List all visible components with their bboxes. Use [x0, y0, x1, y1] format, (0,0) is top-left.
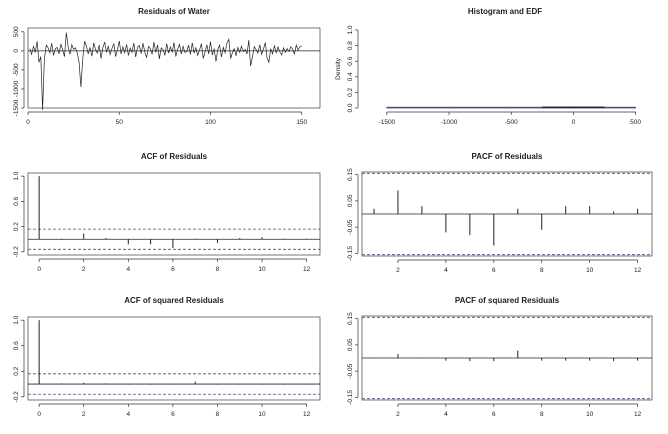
y-axis-label: Density	[335, 57, 342, 79]
y-tick-label: 0.8	[347, 41, 354, 50]
y-tick-label: -0.15	[347, 390, 354, 405]
x-tick-label: 10	[586, 267, 594, 274]
x-tick-label: -500	[505, 119, 518, 126]
x-tick-label: 6	[492, 267, 496, 274]
x-tick-label: 0	[572, 119, 576, 126]
x-tick-label: 2	[82, 411, 86, 418]
x-tick-label: 4	[126, 266, 130, 273]
x-tick-label: 0	[37, 411, 41, 418]
x-tick-label: 6	[171, 266, 175, 273]
plot-frame	[27, 316, 321, 401]
y-tick-label: -0.15	[347, 246, 354, 261]
x-tick-label: 4	[444, 267, 448, 274]
x-tick-label: 0	[26, 119, 30, 126]
residual-series-line	[29, 32, 302, 110]
histogram-bar	[448, 106, 512, 109]
y-tick-label: 0.15	[347, 312, 354, 325]
plot-frame	[27, 27, 321, 109]
x-tick-label: 10	[258, 411, 266, 418]
x-tick-label: 50	[116, 119, 124, 126]
x-tick-label: 150	[296, 119, 307, 126]
y-tick-label: 0.4	[347, 72, 354, 81]
y-tick-label: 0.6	[347, 56, 354, 65]
histogram-bar	[510, 106, 543, 109]
x-tick-label: -1000	[441, 119, 458, 126]
x-tick-label: 12	[303, 411, 311, 418]
y-tick-label: 0.6	[13, 196, 20, 205]
y-tick-label: 0.05	[347, 338, 354, 351]
panel-title: Residuals of Water	[138, 7, 210, 16]
panel-histogram: Histogram and EDF 0.0 0.2 0.4 0.6 0.8 1.0 -1500…	[335, 7, 641, 126]
x-tick-label: 100	[205, 119, 216, 126]
panel-title: Histogram and EDF	[468, 7, 542, 16]
panel-pacf: PACF of Residuals -0.15 -0.05 0.05 0.15 2 4 6 8 1…	[347, 152, 653, 274]
y-tick-label: 1.0	[13, 315, 20, 324]
panel-title: ACF of squared Residuals	[124, 296, 224, 305]
panel-title: PACF of Residuals	[472, 152, 544, 161]
x-tick-label: 2	[396, 267, 400, 274]
y-tick-label: 1.0	[347, 25, 354, 34]
x-tick-label: 6	[492, 411, 496, 418]
y-tick-label: 0.05	[347, 194, 354, 207]
x-tick-label: 8	[540, 411, 544, 418]
y-tick-label: -1000	[13, 80, 20, 97]
panel-acf_sq: ACF of squared Residuals -0.2 0.2 0.6 1.0 0 2 4…	[13, 296, 321, 418]
panel-residuals: Residuals of Water -1500 -1000 -500 0 500 0 50 1…	[13, 7, 321, 126]
y-tick-label: -0.05	[347, 363, 354, 378]
panel-pacf_sq: PACF of squared Residuals -0.15 -0.05 0.05 0…	[347, 296, 653, 418]
x-tick-label: 10	[586, 411, 594, 418]
histogram-bar	[386, 106, 450, 109]
x-tick-label: 8	[216, 266, 220, 273]
y-tick-label: -0.05	[347, 219, 354, 234]
y-tick-label: 0.0	[347, 103, 354, 112]
panel-title: PACF of squared Residuals	[455, 296, 560, 305]
x-tick-label: 2	[396, 411, 400, 418]
y-tick-label: 0	[13, 49, 20, 53]
x-tick-label: 500	[630, 119, 641, 126]
y-tick-label: -0.2	[13, 246, 20, 258]
panel-title: ACF of Residuals	[141, 152, 208, 161]
plot-frame	[27, 172, 321, 256]
y-tick-label: -500	[13, 63, 20, 76]
y-tick-label: 0.2	[347, 88, 354, 97]
x-tick-label: 0	[37, 266, 41, 273]
x-tick-label: 8	[216, 411, 220, 418]
x-tick-label: 10	[258, 266, 266, 273]
y-tick-label: 500	[13, 26, 20, 37]
y-tick-label: 0.15	[347, 168, 354, 181]
y-tick-label: 0.6	[13, 341, 20, 350]
y-tick-label: 0.2	[13, 222, 20, 231]
y-tick-label: -0.2	[13, 391, 20, 403]
histogram-bar	[604, 106, 636, 109]
x-tick-label: -1500	[379, 119, 396, 126]
x-tick-label: 2	[82, 266, 86, 273]
y-tick-label: 0.2	[13, 366, 20, 375]
x-tick-label: 12	[303, 266, 311, 273]
x-tick-label: 12	[634, 267, 642, 274]
y-tick-label: 1.0	[13, 171, 20, 180]
y-tick-label: -1500	[13, 99, 20, 116]
x-tick-label: 4	[444, 411, 448, 418]
x-tick-label: 8	[540, 267, 544, 274]
x-tick-label: 4	[126, 411, 130, 418]
x-tick-label: 6	[171, 411, 175, 418]
panel-acf: ACF of Residuals -0.2 0.2 0.6 1.0 0 2 4 6 8 10 12	[13, 152, 321, 273]
x-tick-label: 12	[634, 411, 642, 418]
